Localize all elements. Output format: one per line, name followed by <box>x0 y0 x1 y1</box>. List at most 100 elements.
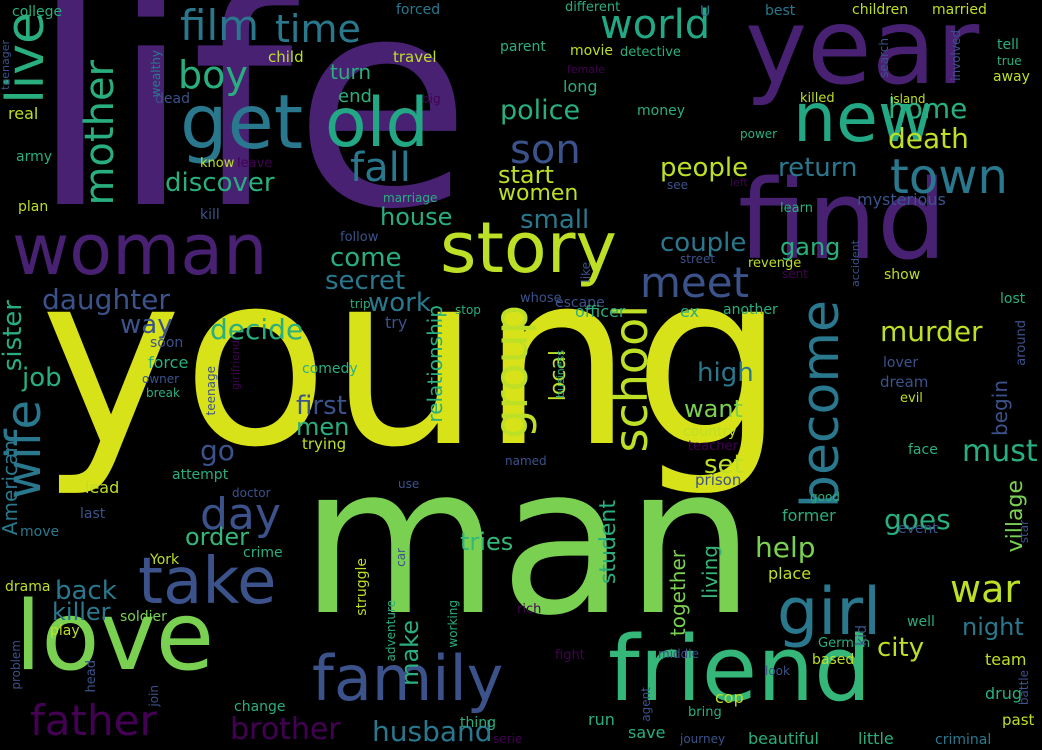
word-use: use <box>398 477 420 491</box>
word-war: war <box>950 567 1020 611</box>
word-young: young <box>40 220 786 500</box>
word-child: child <box>268 48 304 66</box>
word-couple: couple <box>660 228 747 258</box>
word-cop: cop <box>715 688 744 707</box>
word-woman: woman <box>12 209 268 291</box>
word-small: small <box>520 205 590 235</box>
word-love: love <box>15 582 215 692</box>
word-home: home <box>888 92 968 125</box>
word-women: women <box>498 181 579 206</box>
word-turn: turn <box>330 60 372 84</box>
word-kill: kill <box>200 207 220 223</box>
word-save: save <box>628 723 666 742</box>
word-attempt: attempt <box>172 467 229 483</box>
word-fall: fall <box>350 145 411 191</box>
word-female: female <box>567 63 605 76</box>
word-revenge: revenge <box>748 256 802 271</box>
word-rich: rich <box>517 602 542 617</box>
word-whose: whose <box>520 291 562 306</box>
word-tell: tell <box>997 37 1019 53</box>
word-trying: trying <box>302 435 347 453</box>
word-left: left <box>730 176 748 189</box>
word-girlfriend: girlfriend <box>229 340 242 390</box>
word-night: night <box>962 613 1024 641</box>
word-detective: detective <box>620 45 681 60</box>
word-work: work <box>368 288 431 318</box>
word-like: like <box>579 262 593 283</box>
word-last: last <box>80 506 106 522</box>
word-group: group <box>484 305 538 439</box>
word-adventure: adventure <box>384 600 398 662</box>
word-people: people <box>660 153 749 183</box>
word-plan: plan <box>18 199 49 215</box>
word-york: York <box>150 552 180 568</box>
word-mysterious: mysterious <box>857 190 946 209</box>
word-meet: meet <box>640 258 750 307</box>
word-secret: secret <box>325 266 406 296</box>
word-town: town <box>890 149 1008 205</box>
word-teenager: teenager <box>0 40 12 90</box>
word-killed: killed <box>800 91 835 106</box>
word-crime: crime <box>243 545 283 561</box>
word-follow: follow <box>340 230 379 245</box>
word-way: way <box>120 310 173 340</box>
word-stop: stop <box>455 303 481 317</box>
word-teacher: teacher <box>688 439 738 454</box>
word-big: big <box>422 92 441 106</box>
word-thing: thing <box>460 715 497 731</box>
word-job: job <box>22 363 62 393</box>
word-story: story <box>440 207 617 289</box>
word-move: move <box>20 524 60 540</box>
word-police: police <box>500 95 581 126</box>
word-country: country <box>683 424 737 440</box>
word-past: past <box>1002 711 1035 729</box>
word-change: change <box>234 699 286 715</box>
word-get: get <box>180 78 304 166</box>
word-learn: learn <box>780 201 813 216</box>
word-force: force <box>148 353 189 372</box>
word-well: well <box>907 614 935 630</box>
word-murder: murder <box>880 315 983 348</box>
word-agent: agent <box>639 687 653 722</box>
word-ex: ex <box>680 302 700 321</box>
word-dream: dream <box>880 373 929 391</box>
word-married: married <box>932 2 987 18</box>
word-girl: girl <box>777 575 882 650</box>
word-living: living <box>698 545 722 599</box>
word-criminal: criminal <box>935 732 992 748</box>
word-world: world <box>600 2 711 48</box>
word-soon: soon <box>150 335 184 351</box>
word-power: power <box>740 127 778 141</box>
word-relationship: relationship <box>423 305 447 423</box>
word-true: true <box>997 54 1022 68</box>
word-place: place <box>768 564 812 583</box>
word-gang: gang <box>780 233 841 261</box>
word-dead: dead <box>155 91 190 107</box>
word-take: take <box>138 545 277 619</box>
word-struggle: struggle <box>354 558 370 616</box>
word-join: join <box>147 685 161 707</box>
word-together: together <box>666 550 690 637</box>
word-know: know <box>200 156 235 171</box>
word-day: day <box>200 489 281 540</box>
word-break: break <box>146 386 180 400</box>
word-order: order <box>185 523 249 551</box>
word-try: try <box>385 313 408 332</box>
word-college: college <box>12 4 63 20</box>
word-friend: friend <box>608 617 872 722</box>
word-little: little <box>858 729 894 748</box>
word-high: high <box>697 358 754 388</box>
word-drama: drama <box>5 579 51 595</box>
word-new: new <box>793 79 934 158</box>
word-old: old <box>325 84 429 163</box>
word-daughter: daughter <box>42 283 170 316</box>
word-year: year <box>745 0 980 108</box>
word-see: see <box>667 178 689 192</box>
word-serie: serie <box>493 732 523 746</box>
word-boy: boy <box>178 53 248 97</box>
word-officer: officer <box>575 302 626 321</box>
word-real: real <box>8 104 39 123</box>
word-movie: movie <box>570 43 613 59</box>
word-good: good <box>810 490 840 504</box>
word-parent: parent <box>500 39 546 55</box>
